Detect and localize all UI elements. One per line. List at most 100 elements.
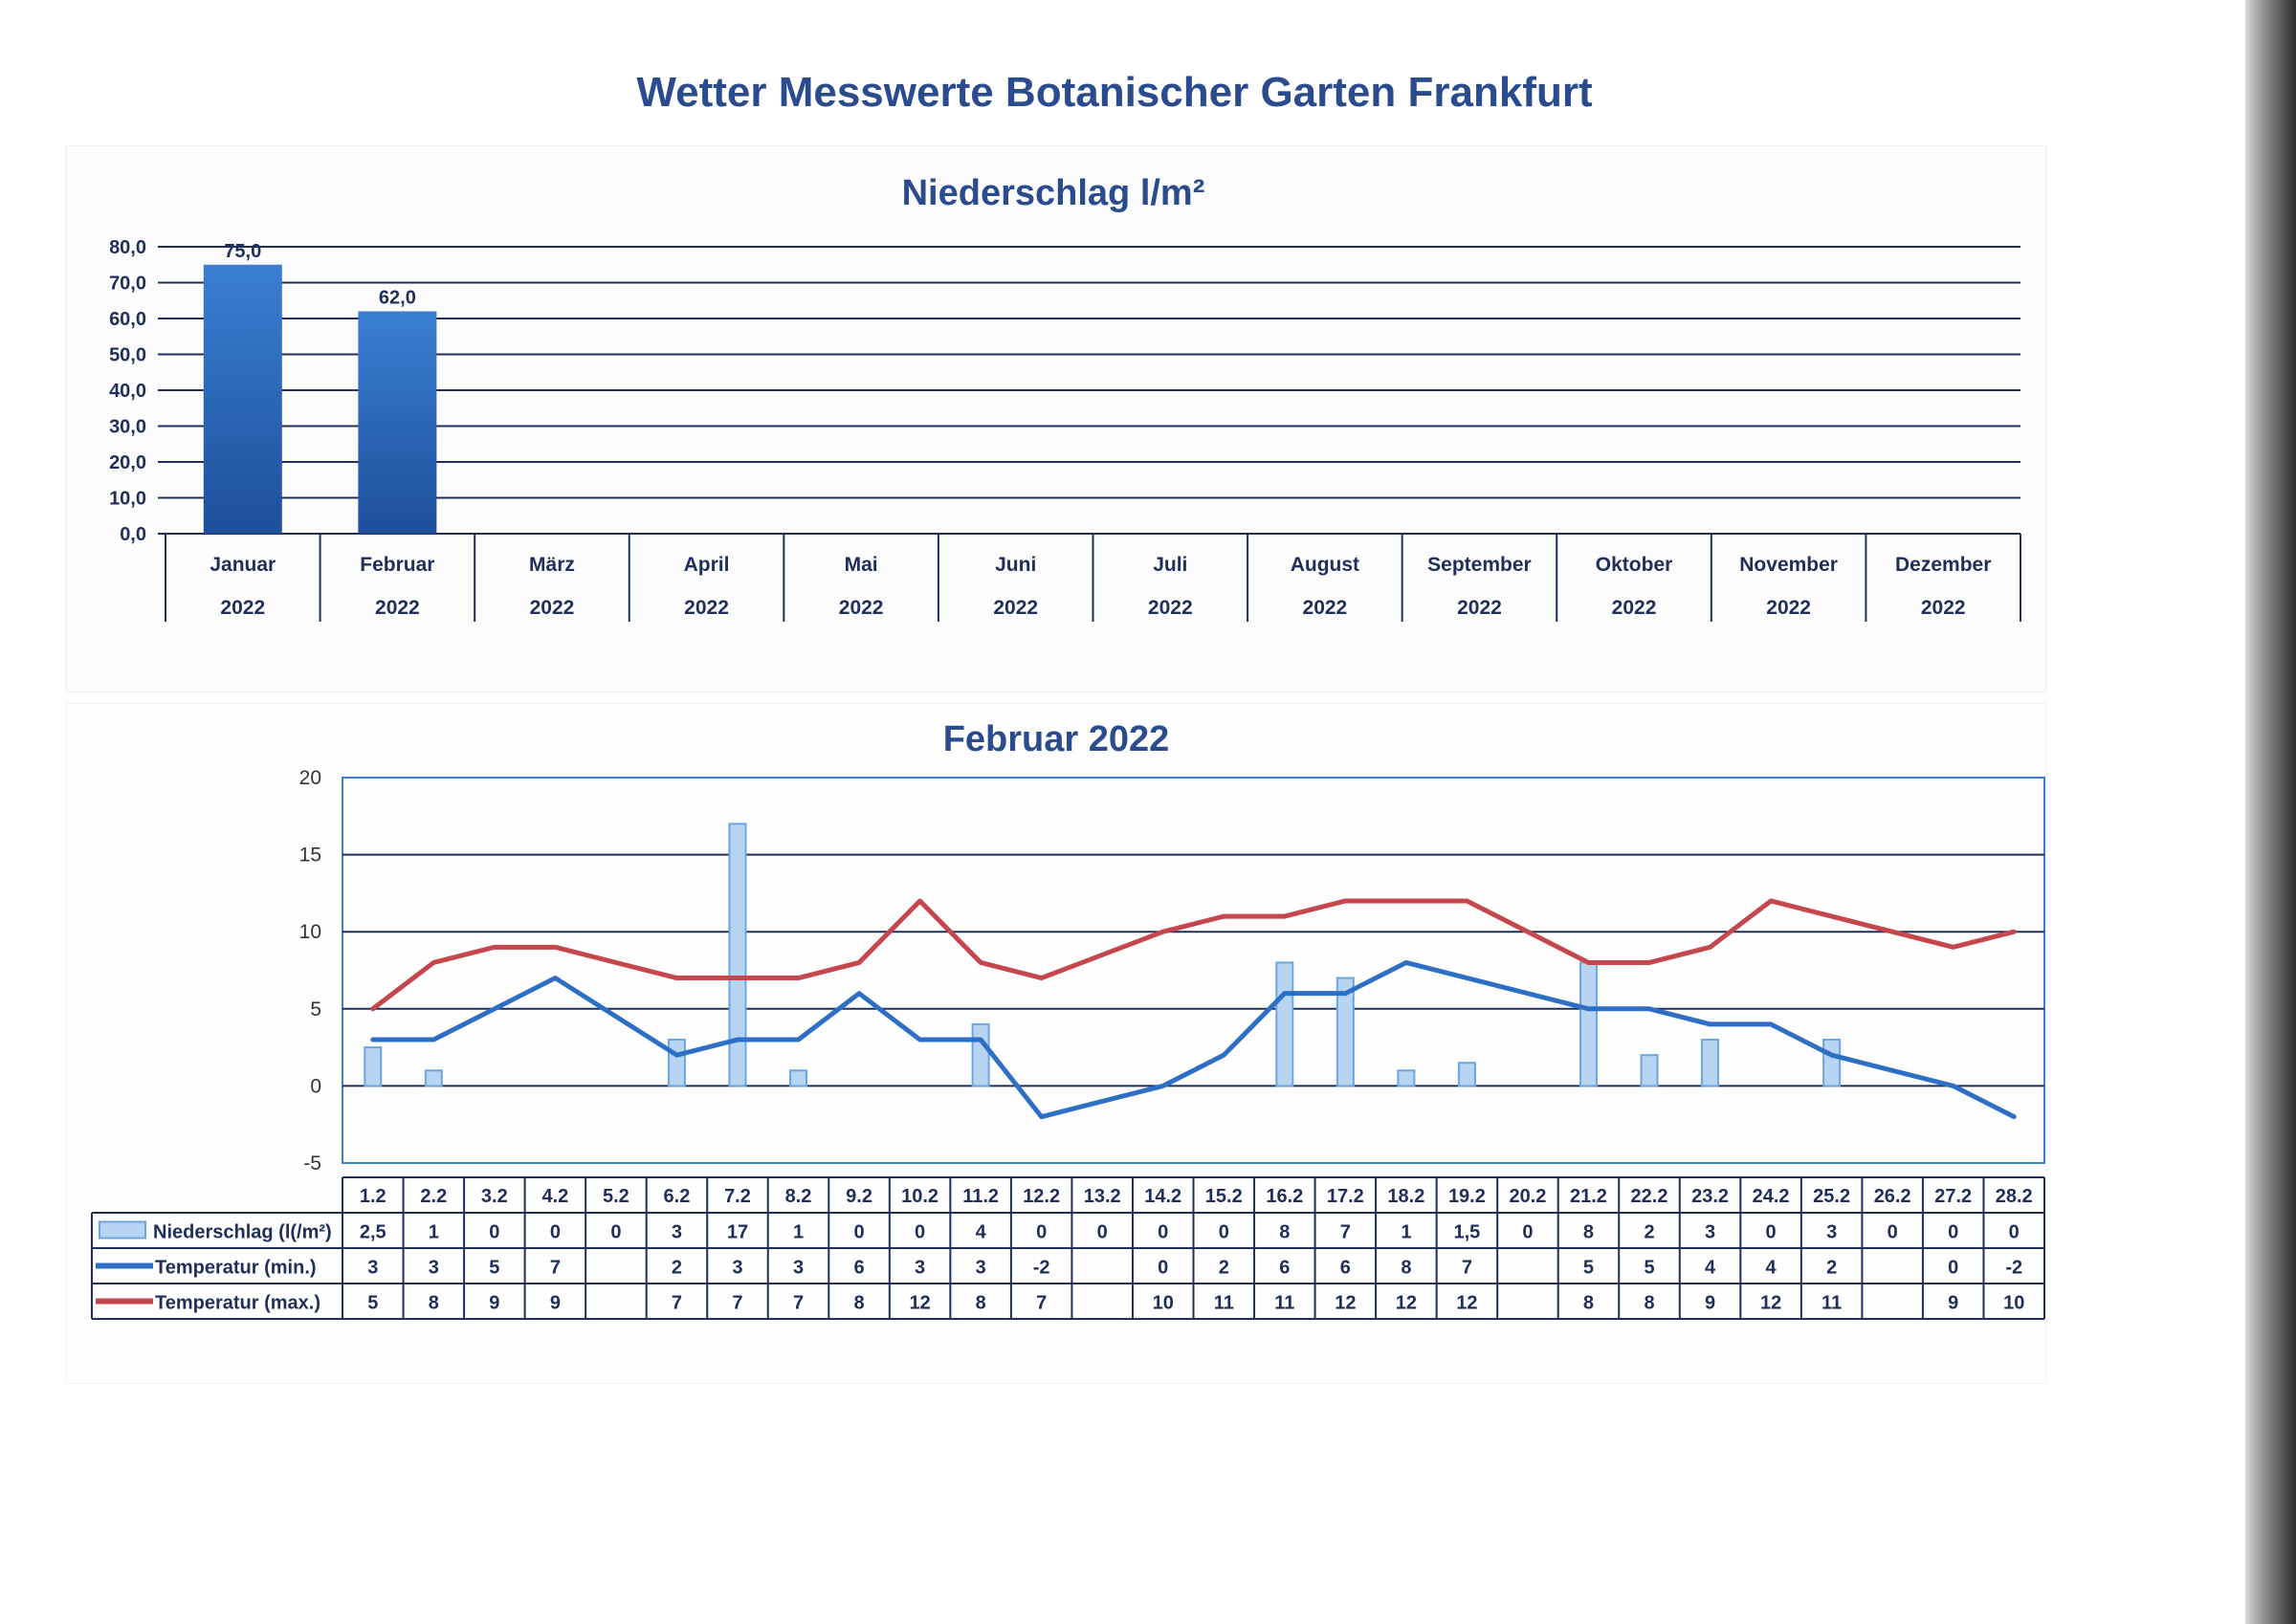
table-value: -2 xyxy=(2005,1258,2022,1279)
legend-precip-key xyxy=(99,1220,146,1240)
page-title: Wetter Messwerte Botanischer Garten Fran… xyxy=(636,69,1593,116)
x-month-label: März xyxy=(529,554,575,576)
chart2-title: Februar 2022 xyxy=(943,719,1170,759)
table-value: 12 xyxy=(1335,1293,1356,1314)
x-year-label: 2022 xyxy=(1921,597,1966,619)
table-value: 12 xyxy=(1760,1293,1781,1314)
table-value: 3 xyxy=(793,1258,804,1279)
table-day-label: 23.2 xyxy=(1691,1186,1729,1207)
table-value: 7 xyxy=(1036,1293,1047,1314)
precip-day-bar xyxy=(789,1069,808,1087)
table-value: 8 xyxy=(1583,1222,1594,1243)
precip-day-bar xyxy=(1822,1039,1842,1087)
table-day-label: 11.2 xyxy=(962,1186,999,1207)
table-value: 8 xyxy=(1644,1293,1654,1314)
x-month-label: Dezember xyxy=(1895,554,1991,576)
x-year-label: 2022 xyxy=(1148,597,1193,619)
table-value: 3 xyxy=(1826,1222,1837,1243)
x-year-label: 2022 xyxy=(839,597,884,619)
temp-min-line xyxy=(370,959,2017,1120)
table-day-label: 28.2 xyxy=(1996,1186,2033,1207)
legend-temp-max-label: Temperatur (max.) xyxy=(155,1293,320,1314)
x-year-label: 2022 xyxy=(1457,597,1502,619)
x-month-label: Februar xyxy=(360,554,434,576)
table-value: 0 xyxy=(1219,1222,1229,1243)
y-tick-label: 10 xyxy=(299,921,321,943)
table-value: 10 xyxy=(2003,1293,2024,1314)
table-day-label: 21.2 xyxy=(1570,1186,1607,1207)
table-value: 0 xyxy=(2009,1222,2020,1243)
x-year-label: 2022 xyxy=(1612,597,1657,619)
bar-value-label: 62,0 xyxy=(379,288,416,309)
x-month-label: November xyxy=(1739,554,1838,576)
table-day-label: 13.2 xyxy=(1084,1186,1121,1207)
table-day-label: 9.2 xyxy=(846,1186,872,1207)
table-value: 0 xyxy=(1888,1222,1898,1243)
table-value: 4 xyxy=(1705,1258,1716,1279)
table-day-label: 18.2 xyxy=(1387,1186,1424,1207)
x-month-label: Oktober xyxy=(1596,554,1673,576)
y-tick-label: 70,0 xyxy=(109,274,146,295)
x-month-label: April xyxy=(684,554,730,576)
table-value: 5 xyxy=(489,1258,499,1279)
precip-bar xyxy=(358,311,437,534)
table-day-label: 4.2 xyxy=(541,1186,568,1207)
table-day-label: 1.2 xyxy=(360,1186,386,1207)
table-value: 7 xyxy=(672,1293,682,1314)
table-value: 1 xyxy=(793,1222,804,1243)
y-tick-label: 20,0 xyxy=(109,452,146,473)
table-value: 7 xyxy=(793,1293,804,1314)
table-value: 0 xyxy=(610,1222,621,1243)
table-day-label: 12.2 xyxy=(1023,1186,1060,1207)
table-value: 0 xyxy=(915,1222,925,1243)
precip-day-bar xyxy=(424,1069,443,1087)
precip-day-bar xyxy=(1701,1039,1720,1087)
precip-day-bar xyxy=(1336,977,1355,1087)
table-value: 1 xyxy=(429,1222,439,1243)
table-value: 10 xyxy=(1153,1293,1174,1314)
x-year-label: 2022 xyxy=(1303,597,1348,619)
table-value: 0 xyxy=(1158,1222,1168,1243)
table-value: 0 xyxy=(1948,1258,1958,1279)
table-value: 9 xyxy=(489,1293,499,1314)
x-month-label: Juni xyxy=(995,554,1036,576)
legend-temp-min-label: Temperatur (min.) xyxy=(155,1258,317,1279)
table-value: 9 xyxy=(1705,1293,1715,1314)
chart1-title: Niederschlag l/m² xyxy=(902,173,1205,213)
table-value: 8 xyxy=(976,1293,986,1314)
x-year-label: 2022 xyxy=(1766,597,1811,619)
table-value: 2,5 xyxy=(360,1222,386,1243)
precip-day-bar xyxy=(1397,1069,1416,1087)
table-value: 0 xyxy=(1036,1222,1047,1243)
table-day-label: 22.2 xyxy=(1631,1186,1668,1207)
table-value: 0 xyxy=(1158,1258,1168,1279)
bar-value-label: 75,0 xyxy=(224,241,261,262)
table-value: 3 xyxy=(732,1258,742,1279)
precip-day-bar xyxy=(364,1046,383,1087)
x-month-label: Mai xyxy=(845,554,878,576)
table-value: 6 xyxy=(1340,1258,1351,1279)
precip-bar xyxy=(203,264,282,534)
y-tick-label: 0,0 xyxy=(120,524,146,545)
table-value: 5 xyxy=(1644,1258,1654,1279)
table-value: 0 xyxy=(489,1222,499,1243)
table-value: 17 xyxy=(727,1222,748,1243)
table-value: 3 xyxy=(429,1258,439,1279)
table-value: 0 xyxy=(853,1222,864,1243)
table-value: 7 xyxy=(1462,1258,1472,1279)
table-value: 0 xyxy=(550,1222,561,1243)
table-value: 8 xyxy=(1279,1222,1290,1243)
table-value: 12 xyxy=(1456,1293,1477,1314)
table-day-label: 10.2 xyxy=(901,1186,938,1207)
table-value: 12 xyxy=(1396,1293,1417,1314)
x-month-label: September xyxy=(1427,554,1532,576)
table-value: 0 xyxy=(1948,1222,1958,1243)
plot-frame xyxy=(342,777,2045,1164)
precip-day-bar xyxy=(1578,961,1598,1087)
table-value: 5 xyxy=(1583,1258,1594,1279)
precip-day-bar xyxy=(1275,961,1294,1087)
table-value: 9 xyxy=(550,1293,561,1314)
precip-day-bar xyxy=(1457,1062,1476,1087)
table-value: 7 xyxy=(550,1258,561,1279)
